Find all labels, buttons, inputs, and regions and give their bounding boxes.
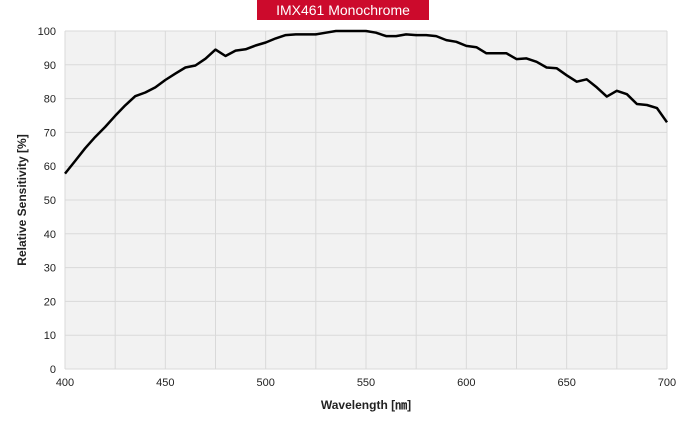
- y-tick-label: 80: [44, 94, 56, 106]
- y-tick-label: 90: [44, 60, 56, 72]
- x-tick-label: 400: [56, 377, 74, 389]
- y-tick-label: 20: [44, 296, 56, 308]
- y-tick-labels: 0 10 20 30 40 50 60 70 80 90 100: [38, 26, 56, 376]
- chart-title-box: [257, 0, 429, 20]
- y-tick-label: 100: [38, 26, 56, 38]
- y-tick-label: 70: [44, 127, 56, 139]
- sensitivity-curve: [64, 29, 669, 175]
- x-axis-title: Wavelength [㎚]: [321, 398, 411, 412]
- x-tick-label: 700: [658, 377, 676, 389]
- x-tick-label: 650: [557, 377, 575, 389]
- chart-title: IMX461 Monochrome: [276, 2, 410, 18]
- x-tick-label: 450: [156, 377, 174, 389]
- gridlines: [64, 30, 668, 370]
- x-tick-label: 500: [256, 377, 274, 389]
- x-tick-labels: 400 450 500 550 600 650 700: [56, 377, 676, 389]
- y-tick-label: 10: [44, 330, 56, 342]
- y-tick-label: 60: [44, 161, 56, 173]
- y-tick-label: 0: [50, 364, 56, 376]
- y-tick-label: 50: [44, 195, 56, 207]
- x-tick-label: 600: [457, 377, 475, 389]
- y-tick-label: 40: [44, 229, 56, 241]
- y-axis-title: Relative Sensitivity [%]: [15, 134, 29, 265]
- x-tick-label: 550: [357, 377, 375, 389]
- y-tick-label: 30: [44, 263, 56, 275]
